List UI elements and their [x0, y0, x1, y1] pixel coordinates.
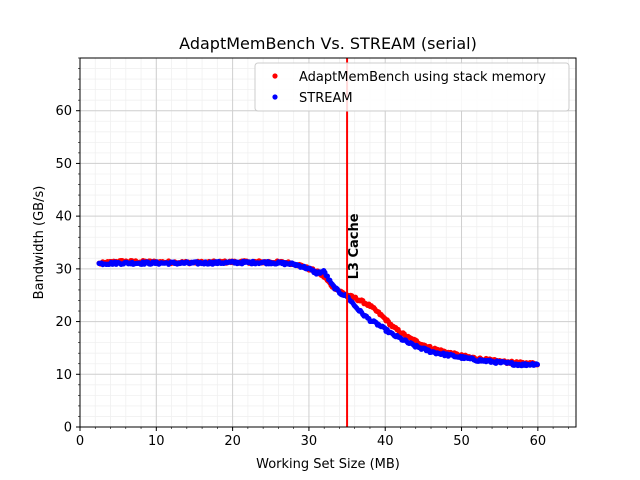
series-stream: [96, 258, 540, 369]
axis-ticks: 0 10 20 30 40 50 60 0 10 20 30 40 50 60: [55, 57, 569, 449]
chart-title: AdaptMemBench Vs. STREAM (serial): [179, 34, 477, 53]
y-axis-label: Bandwidth (GB/s): [32, 186, 47, 300]
x-axis-label: Working Set Size (MB): [256, 457, 400, 472]
x-tick-label: 50: [453, 434, 470, 449]
x-tick-label: 10: [148, 434, 165, 449]
l3-cache-label: L3 Cache: [347, 213, 362, 279]
y-tick-label: 40: [55, 210, 72, 225]
x-tick-label: 40: [377, 434, 394, 449]
y-tick-label: 50: [55, 157, 72, 172]
legend-marker-stream: [272, 94, 278, 100]
plot-area: [96, 257, 540, 369]
x-tick-label: 60: [530, 434, 547, 449]
plot-frame: [79, 57, 577, 428]
x-tick-label: 20: [224, 434, 241, 449]
legend-label-adaptmembench: AdaptMemBench using stack memory: [299, 70, 546, 85]
y-tick-label: 10: [55, 368, 72, 383]
x-tick-label: 0: [76, 434, 84, 449]
y-tick-label: 20: [55, 315, 72, 330]
legend-label-stream: STREAM: [299, 91, 353, 106]
y-tick-label: 30: [55, 262, 72, 277]
legend: AdaptMemBench using stack memory STREAM: [254, 62, 570, 112]
annotation-layer: L3 Cache: [346, 58, 362, 427]
legend-box: [254, 62, 570, 112]
y-tick-label: 60: [55, 104, 72, 119]
legend-marker-adaptmembench: [272, 73, 278, 79]
y-tick-label: 0: [64, 421, 72, 436]
x-tick-label: 30: [301, 434, 318, 449]
data-point: [534, 361, 540, 368]
